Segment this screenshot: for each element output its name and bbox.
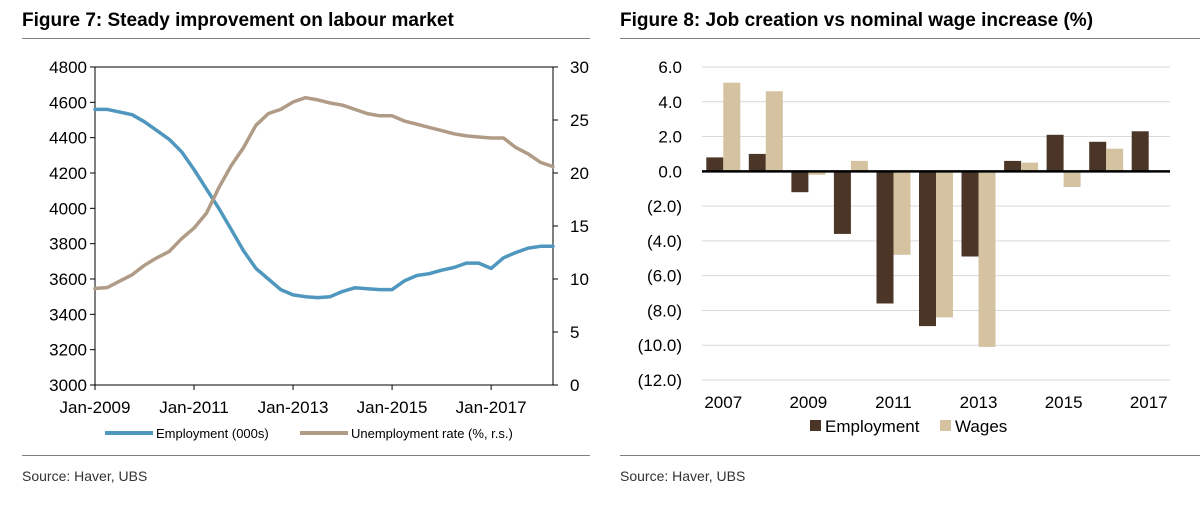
left-axis-tick-label-3800: 3800	[49, 235, 87, 254]
right-axis-tick-label-5: 5	[570, 323, 579, 342]
right-axis-tick-label-15: 15	[570, 217, 589, 236]
bar-wages-2009	[808, 171, 826, 175]
figure-7-tick-labels: 3000 3200 3400 3600 3800 4000 4200 4400 4600 4800…	[49, 58, 589, 417]
x-axis-tick-label-2009: 2009	[789, 393, 827, 412]
legend-label-wages: Wages	[955, 417, 1007, 436]
x-axis-tick-label-2007: 2007	[704, 393, 742, 412]
y-axis-tick-label-4-0: 4.0	[658, 93, 682, 112]
figure-8-bars	[706, 82, 1149, 347]
bar-employment-2009	[791, 171, 809, 193]
x-axis-tick-label-jan-2011: Jan-2011	[159, 398, 229, 417]
x-axis-tick-label-jan-2013: Jan-2013	[258, 398, 329, 417]
figure-8-title: Figure 8: Job creation vs nominal wage i…	[620, 10, 1094, 31]
legend-label-employment-000s: Employment (000s)	[156, 426, 269, 441]
left-axis-tick-label-3400: 3400	[49, 305, 87, 324]
legend-swatch-employment	[810, 420, 821, 431]
bar-employment-2013	[961, 171, 979, 257]
legend-label-employment: Employment	[825, 417, 920, 436]
x-axis-tick-label-2015: 2015	[1045, 393, 1083, 412]
figure-7-source-rule	[22, 455, 590, 456]
y-axis-tick-label-0-0: 0.0	[658, 162, 682, 181]
right-axis-tick-label-10: 10	[570, 270, 589, 289]
figure-8-source: Source: Haver, UBS	[620, 468, 746, 484]
bar-employment-2007	[706, 157, 724, 172]
right-axis-tick-label-25: 25	[570, 111, 589, 130]
bar-wages-2015	[1063, 171, 1081, 187]
left-axis-tick-label-4400: 4400	[49, 129, 87, 148]
x-axis-tick-label-jan-2015: Jan-2015	[357, 398, 428, 417]
legend-label-unemployment-rate-r-s: Unemployment rate (%, r.s.)	[351, 426, 513, 441]
bar-employment-2012	[919, 171, 936, 327]
y-axis-tick-label-4-0: (4.0)	[647, 232, 682, 251]
legend-swatch-wages	[940, 420, 951, 431]
bar-employment-2016	[1089, 141, 1107, 172]
bar-wages-2011	[893, 171, 911, 255]
bar-employment-2011	[876, 171, 894, 304]
figure-7-series	[93, 95, 555, 300]
bar-wages-2008	[765, 91, 783, 172]
bar-employment-2017	[1131, 131, 1149, 172]
right-axis-tick-label-20: 20	[570, 164, 589, 183]
x-axis-tick-label-jan-2017: Jan-2017	[456, 398, 527, 417]
bar-employment-2010	[833, 171, 851, 234]
y-axis-tick-label-12-0: (12.0)	[638, 371, 682, 390]
bar-employment-2015	[1046, 134, 1064, 172]
x-axis-tick-label-jan-2009: Jan-2009	[60, 398, 131, 417]
right-axis-tick-label-0: 0	[570, 376, 579, 395]
figure-8-legend: Employment Wages	[810, 417, 1007, 436]
left-axis-tick-label-4200: 4200	[49, 164, 87, 183]
y-axis-tick-label-2-0: 2.0	[658, 128, 682, 147]
figure-8-source-rule	[620, 455, 1200, 456]
y-axis-tick-label-6-0: 6.0	[658, 58, 682, 77]
y-axis-tick-label-10-0: (10.0)	[638, 336, 682, 355]
x-axis-tick-label-2011: 2011	[875, 393, 912, 412]
left-axis-tick-label-4800: 4800	[49, 58, 87, 77]
bar-wages-2013	[978, 171, 996, 347]
figure-8-title-rule	[620, 38, 1200, 39]
y-axis-tick-label-6-0: (6.0)	[647, 267, 682, 286]
left-axis-tick-label-4000: 4000	[49, 199, 87, 218]
x-axis-tick-label-2013: 2013	[960, 393, 998, 412]
figure-7-chart: 3000 3200 3400 3600 3800 4000 4200 4400 4600 4800…	[49, 58, 589, 441]
left-axis-tick-label-3600: 3600	[49, 270, 87, 289]
series-line-employment-000s	[93, 107, 555, 300]
bar-employment-2008	[748, 153, 766, 172]
y-axis-tick-label-2-0: (2.0)	[647, 197, 682, 216]
figure-7-axes	[90, 66, 558, 390]
figure-7-title: Figure 7: Steady improvement on labour m…	[22, 10, 454, 31]
figure-7-source: Source: Haver, UBS	[22, 468, 148, 484]
x-axis-tick-label-2017: 2017	[1130, 393, 1168, 412]
figure-7-legend: Employment (000s) Unemployment rate (%, r…	[105, 426, 513, 441]
figure-8-tick-labels: 6.0 4.0 2.0 0.0 (2.0) (4.0) (6.0) (8.0) (10.0) (1…	[638, 58, 1168, 412]
bar-wages-2014	[1021, 162, 1039, 172]
bar-wages-2007	[723, 82, 741, 172]
bar-wages-2010	[850, 160, 868, 172]
figure-8-panel: Figure 8: Job creation vs nominal wage i…	[610, 0, 1200, 511]
figure-7-title-rule	[22, 38, 590, 39]
y-axis-tick-label-8-0: (8.0)	[647, 301, 682, 320]
bar-employment-2014	[1004, 160, 1022, 172]
left-axis-tick-label-3000: 3000	[49, 376, 87, 395]
right-axis-tick-label-30: 30	[570, 58, 589, 77]
bar-wages-2012	[936, 171, 953, 318]
figure-7-plot-frame	[94, 66, 554, 386]
left-axis-tick-label-4600: 4600	[49, 93, 87, 112]
series-line-unemployment-rate-r-s	[93, 95, 555, 291]
bar-wages-2016	[1106, 148, 1124, 172]
figure-8-chart: 6.0 4.0 2.0 0.0 (2.0) (4.0) (6.0) (8.0) (10.0) (1…	[638, 58, 1170, 436]
left-axis-tick-label-3200: 3200	[49, 341, 87, 360]
figure-7-panel: Figure 7: Steady improvement on labour m…	[0, 0, 590, 511]
